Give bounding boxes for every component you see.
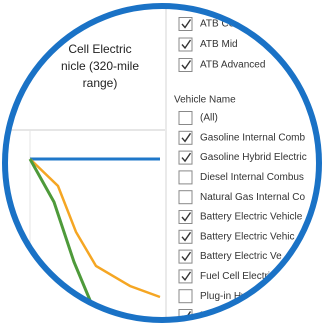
lens-border [2,3,322,323]
checkbox[interactable] [178,111,193,125]
filter-label: Diesel Internal Combus [200,172,304,183]
filter-label: Battery Electric Vehic [200,231,294,242]
checkbox[interactable] [178,37,193,52]
filter-label: Battery Electric Vehicle [200,212,303,223]
checkbox[interactable] [178,269,193,284]
filter-label: ATB Advanced [200,60,265,71]
orange-line [29,158,161,299]
chart-title-line: Cell Electric [68,42,131,56]
filter-label: Gasoline Internal Comb [200,132,305,143]
green-line [28,158,94,306]
checkmark [181,271,192,282]
checkbox[interactable] [178,229,193,244]
checkmark [181,39,192,50]
chart-title-line: nicle (320-mile [61,59,139,73]
filter-label: Gasoline Hybrid Electric [200,152,307,163]
chart-title: Cell Electric nicle (320-mile range) [61,42,139,90]
filter-label: Fuel Cell Electri [200,271,270,282]
filter-label: (All) [200,113,218,124]
filter-item[interactable]: Diesel Internal Combus [178,170,304,185]
checkbox[interactable] [178,170,193,185]
checkbox[interactable] [178,17,193,31]
filter-item[interactable]: (All) [178,111,218,125]
filter-title: Vehicle Name [174,95,236,106]
checkbox[interactable] [178,249,193,264]
filter-item[interactable]: Natural Gas Internal Co [178,190,305,205]
filter-label: Plug-in Hyb [200,291,252,302]
checkbox[interactable] [178,289,193,304]
filter-item[interactable]: Fuel Cell Electri [178,269,270,284]
filter-item[interactable]: Battery Electric Ve [178,249,282,264]
filter-item[interactable]: ATB Mid [178,37,238,52]
checkbox[interactable] [178,130,193,145]
checkbox[interactable] [178,150,193,165]
checkmark [181,152,192,163]
filter-item[interactable]: ATB Con [178,17,240,31]
filter-panel: ATB Con ATB Mid ATB Advanced Vehicle Name (A… [174,17,307,319]
filter-item[interactable]: Plug-in Hyb [178,289,252,304]
checkbox[interactable] [178,58,193,72]
checkbox[interactable] [178,210,193,224]
checkmark [181,60,192,70]
checkmark [181,251,192,262]
checkmark [181,212,192,222]
checkbox[interactable] [178,190,193,205]
filter-item[interactable]: Battery Electric Vehicle [178,210,303,224]
filter-item[interactable]: ATB Advanced [178,58,265,72]
checkmark [181,231,192,242]
filter-label: Natural Gas Internal Co [200,192,305,203]
filter-item[interactable]: Gasoline Hybrid Electric [178,150,307,165]
filter-item[interactable]: Gasoline Internal Comb [178,130,305,145]
chart-title-line: range) [83,76,118,90]
filter-label: ATB Mid [200,39,238,50]
checkmark [181,19,192,29]
filter-label: ATB Con [200,19,240,30]
filter-label: Battery Electric Ve [200,251,282,262]
checkmark [181,132,192,143]
filter-item[interactable]: Battery Electric Vehic [178,229,294,244]
